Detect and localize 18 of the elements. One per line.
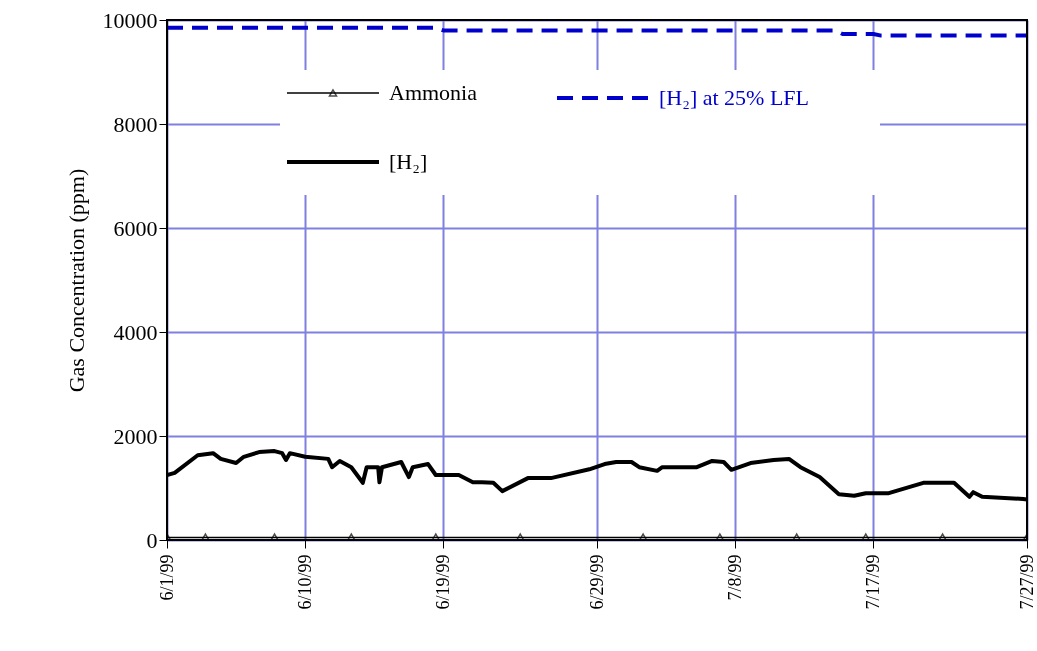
x-tick-label: 6/1/99 — [156, 554, 177, 601]
x-tick-label: 7/8/99 — [724, 554, 745, 601]
x-tick-label: 7/17/99 — [862, 554, 883, 610]
x-tick-label: 7/27/99 — [1016, 554, 1037, 610]
legend-label: [H₂] at 25% LFL — [659, 85, 810, 110]
x-tick-label: 6/10/99 — [294, 554, 315, 610]
x-tick-label: 6/19/99 — [432, 554, 453, 610]
y-tick-label: 10000 — [102, 7, 158, 33]
x-tick-label: 6/29/99 — [586, 554, 607, 610]
y-axis-title: Gas Concentration (ppm) — [63, 168, 89, 393]
legend-label: Ammonia — [389, 80, 478, 105]
y-tick-label: 0 — [146, 527, 158, 553]
y-tick-label: 2000 — [113, 423, 158, 449]
legend-label: [H₂] — [389, 149, 428, 174]
y-tick-label: 8000 — [113, 111, 158, 137]
y-tick-label: 6000 — [113, 215, 158, 241]
line-series — [167, 25, 1027, 38]
y-tick-label: 4000 — [113, 319, 158, 345]
